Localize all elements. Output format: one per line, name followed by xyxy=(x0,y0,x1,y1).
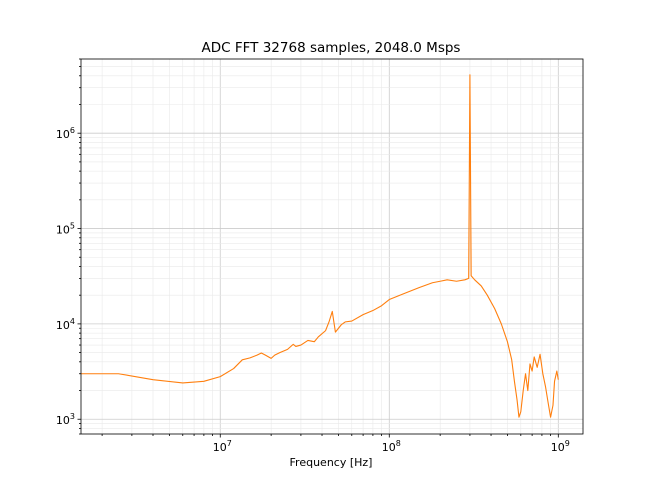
y-tick-label: 106 xyxy=(56,126,75,141)
x-tick-label: 107 xyxy=(213,439,232,454)
x-tick-label: 109 xyxy=(551,439,570,454)
x-tick-exponent: 9 xyxy=(565,439,570,448)
y-tick-exponent: 3 xyxy=(70,412,75,421)
plot-frame xyxy=(80,58,584,435)
y-tick-exponent: 4 xyxy=(70,317,75,326)
x-tick-exponent: 7 xyxy=(227,439,232,448)
x-tick-label: 108 xyxy=(382,439,401,454)
y-tick-label: 105 xyxy=(56,222,75,237)
y-tick-base: 10 xyxy=(56,128,70,141)
y-tick-label: 103 xyxy=(56,412,75,427)
x-axis: 107 108 109 xyxy=(101,434,570,454)
x-tick-base: 10 xyxy=(213,441,227,454)
x-axis-label: Frequency [Hz] xyxy=(290,456,373,469)
y-tick-base: 10 xyxy=(56,414,70,427)
chart-title: ADC FFT 32768 samples, 2048.0 Msps xyxy=(202,40,461,56)
series-layer xyxy=(81,74,559,418)
y-tick-label: 104 xyxy=(56,317,75,332)
y-tick-base: 10 xyxy=(56,319,70,332)
x-tick-base: 10 xyxy=(551,441,565,454)
y-tick-base: 10 xyxy=(56,224,70,237)
x-tick-exponent: 8 xyxy=(396,439,401,448)
grid xyxy=(81,58,583,435)
series-line xyxy=(81,74,559,418)
x-tick-base: 10 xyxy=(382,441,396,454)
y-tick-exponent: 6 xyxy=(70,126,75,135)
y-tick-exponent: 5 xyxy=(70,222,75,231)
